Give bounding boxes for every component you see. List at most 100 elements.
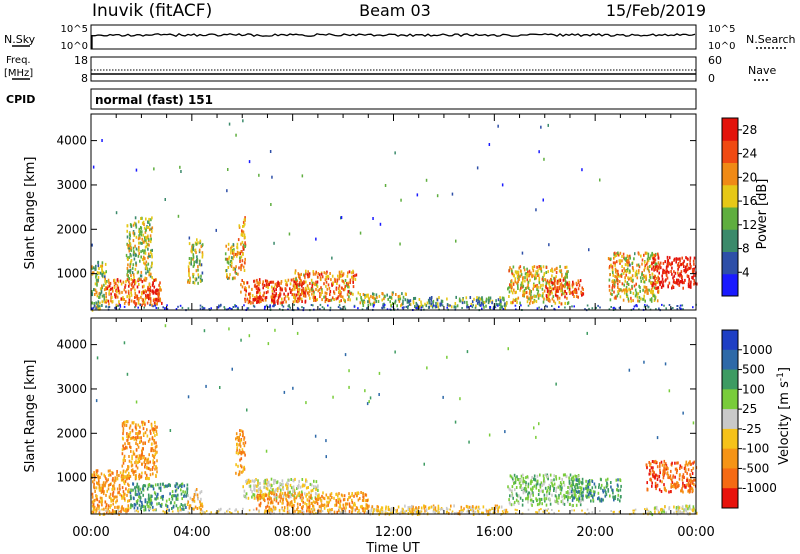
echo-cell <box>409 299 412 303</box>
echo-cell <box>143 291 145 295</box>
echo-cell <box>130 259 133 262</box>
echo-cell <box>124 480 127 484</box>
echo-cell <box>655 286 657 290</box>
echo-cell <box>577 478 580 482</box>
echo-cell <box>315 488 317 491</box>
near-range-echo <box>118 308 121 310</box>
echo-cell <box>691 276 693 280</box>
near-range-echo <box>515 308 517 311</box>
echo-cell <box>462 509 464 513</box>
echo-cell <box>571 494 573 498</box>
echo-cell <box>132 223 135 227</box>
echo-cell <box>544 499 546 503</box>
echo-cell <box>352 285 355 289</box>
echo-cell <box>510 283 512 287</box>
echo-cell <box>122 472 124 476</box>
echo-cell <box>272 491 275 495</box>
freq-tick-top: 18 <box>74 54 88 67</box>
echo-cell <box>200 490 203 494</box>
echo-cell <box>144 500 147 504</box>
echo-cell <box>188 505 191 508</box>
echo-cell <box>317 272 320 275</box>
echo-cell <box>639 276 642 280</box>
isolated-echo <box>369 396 372 400</box>
echo-cell <box>311 496 313 500</box>
echo-cell <box>294 296 297 299</box>
echo-cell <box>231 245 233 249</box>
echo-cell <box>517 272 520 276</box>
echo-cell <box>537 269 539 273</box>
echo-cell <box>319 510 322 514</box>
echo-cell <box>240 233 243 237</box>
echo-cell <box>141 249 144 253</box>
isolated-echo <box>164 324 167 328</box>
echo-cell <box>154 492 157 496</box>
isolated-echo <box>340 216 342 220</box>
echo-cell <box>304 292 306 296</box>
echo-cell <box>586 490 589 494</box>
echo-cell <box>693 478 695 482</box>
echo-cell <box>324 299 327 303</box>
isolated-echo <box>454 420 457 424</box>
echo-cell <box>194 505 197 509</box>
echo-cell <box>390 508 393 512</box>
echo-cell <box>239 458 241 462</box>
echo-cell <box>625 293 628 296</box>
echo-cell <box>131 504 134 508</box>
echo-cell <box>93 482 95 486</box>
echo-cell <box>101 266 103 270</box>
echo-cell <box>687 484 690 488</box>
isolated-echo <box>497 124 499 128</box>
echo-cell <box>153 491 156 495</box>
echo-cell <box>619 488 622 492</box>
echo-cell <box>515 270 517 274</box>
echo-cell <box>112 471 114 475</box>
echo-cell <box>666 471 669 475</box>
echo-cell <box>353 501 356 505</box>
echo-cell <box>561 486 563 490</box>
echo-cell <box>124 509 127 513</box>
echo-cell <box>264 279 267 283</box>
echo-cell <box>136 506 139 510</box>
echo-cell <box>625 273 627 277</box>
echo-cell <box>627 258 630 262</box>
echo-cell <box>362 304 365 307</box>
echo-cell <box>658 265 660 269</box>
echo-cell <box>146 458 149 462</box>
echo-cell <box>123 454 126 458</box>
isolated-echo <box>292 386 294 390</box>
echo-cell <box>153 279 156 282</box>
near-range-echo <box>405 305 408 308</box>
echo-cell <box>118 300 120 304</box>
echo-cell <box>153 301 156 305</box>
echo-cell <box>583 487 585 491</box>
echo-cell <box>338 277 341 281</box>
echo-cell <box>299 495 302 499</box>
echo-cell <box>644 251 647 255</box>
echo-cell <box>476 301 479 305</box>
echo-cell <box>562 284 564 288</box>
echo-cell <box>116 487 119 491</box>
echo-cell <box>566 500 569 504</box>
echo-cell <box>125 470 127 474</box>
echo-cell <box>129 506 132 510</box>
echo-cell <box>423 504 425 508</box>
echo-cell <box>141 471 143 475</box>
echo-cell <box>100 472 103 476</box>
echo-cell <box>260 495 263 499</box>
echo-cell <box>285 497 287 501</box>
echo-cell <box>265 486 268 490</box>
echo-cell <box>302 496 304 500</box>
echo-cell <box>124 475 127 479</box>
echo-cell <box>565 265 568 269</box>
echo-cell <box>631 262 633 266</box>
echo-cell <box>420 506 423 510</box>
echo-cell <box>396 304 398 308</box>
echo-cell <box>572 475 574 479</box>
echo-cell <box>656 478 659 481</box>
near-range-echo <box>372 305 375 308</box>
near-range-echo <box>139 303 142 306</box>
echo-cell <box>273 302 275 306</box>
echo-cell <box>407 306 409 310</box>
